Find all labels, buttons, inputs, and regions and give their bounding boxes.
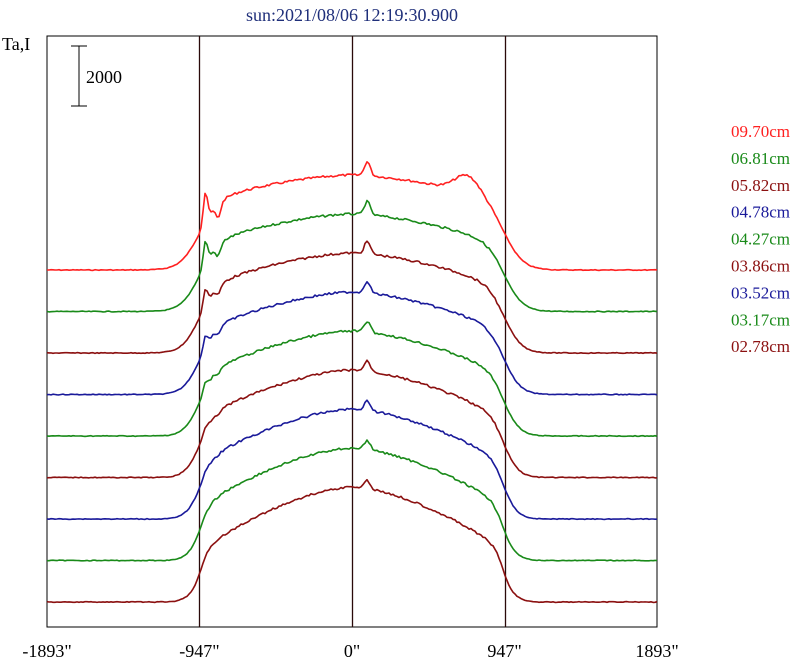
series-line-04.27cm — [46, 321, 658, 438]
legend-entry: 06.81cm — [731, 149, 790, 168]
scale-bar-label: 2000 — [86, 67, 122, 87]
x-tick-label: 1893" — [635, 641, 678, 661]
series-line-06.81cm — [46, 199, 658, 313]
legend-entry: 02.78cm — [731, 337, 790, 356]
legend-entry: 05.82cm — [731, 176, 790, 195]
chart-title: sun:2021/08/06 12:19:30.900 — [246, 5, 458, 25]
series-layer — [46, 161, 658, 604]
series-line-03.86cm — [46, 359, 658, 479]
legend: 09.70cm 06.81cm 05.82cm 04.78cm 04.27cm 03.86… — [731, 122, 790, 356]
series-line-03.17cm — [47, 439, 658, 562]
legend-entry: 03.17cm — [731, 310, 790, 329]
series-line-03.52cm — [46, 399, 657, 521]
x-tick-labels: -1893" -947" 0" 947" 1893" — [22, 641, 678, 661]
x-tick-label: 947" — [487, 641, 521, 661]
x-tick-label: -1893" — [22, 641, 71, 661]
series-line-02.78cm — [46, 478, 658, 604]
x-tick-label: 0" — [344, 641, 360, 661]
legend-entry: 09.70cm — [731, 122, 790, 141]
legend-entry: 04.27cm — [731, 230, 790, 249]
series-line-05.82cm — [46, 240, 658, 355]
series-line-09.70cm — [47, 161, 658, 272]
legend-entry: 03.52cm — [731, 283, 790, 302]
scale-bar: 2000 — [71, 45, 122, 107]
y-axis-label: Ta,I — [2, 34, 30, 54]
legend-entry: 03.86cm — [731, 257, 790, 276]
x-tick-label: -947" — [179, 641, 219, 661]
legend-entry: 04.78cm — [731, 203, 790, 222]
series-line-04.78cm — [46, 281, 658, 396]
